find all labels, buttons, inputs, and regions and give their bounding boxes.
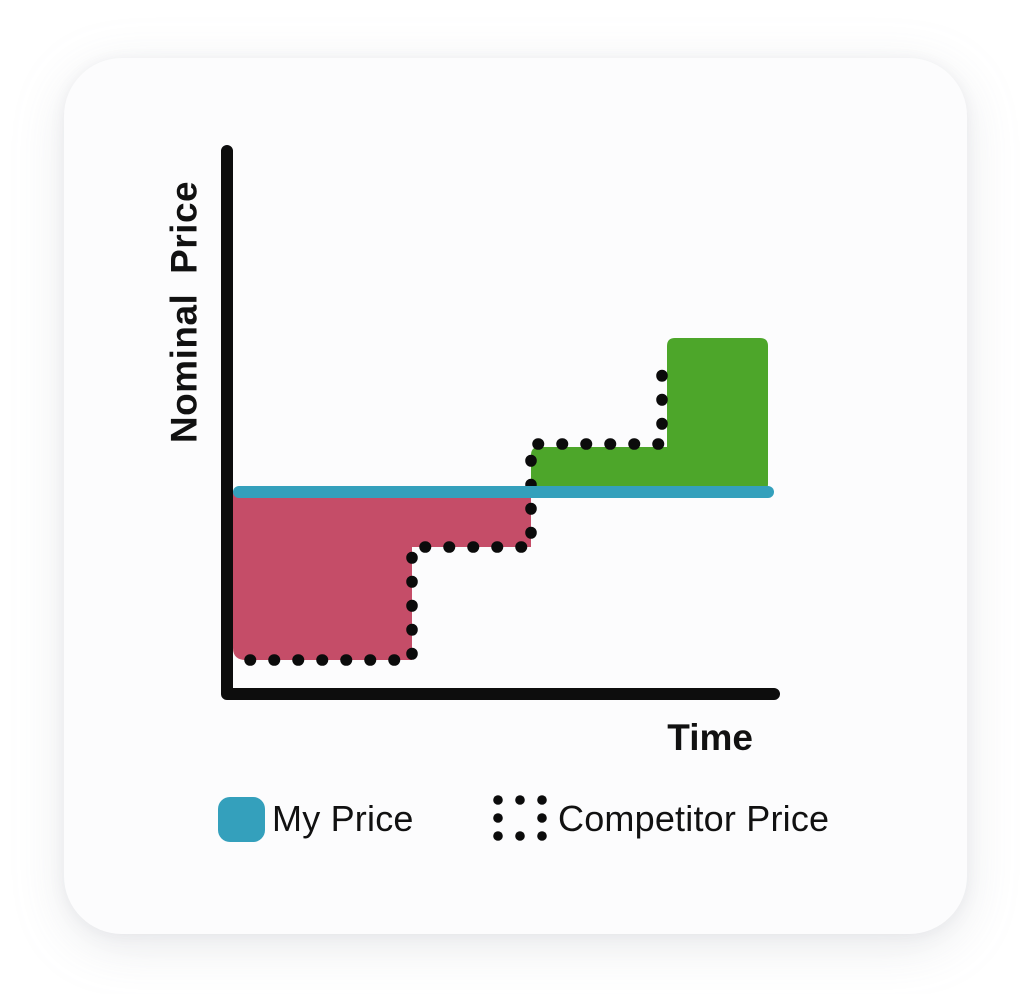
legend-dot (537, 795, 547, 805)
loss-region (233, 492, 531, 660)
competitor-price-icon (493, 795, 547, 841)
my-price-legend-label: My Price (272, 798, 414, 839)
legend-dot (493, 831, 503, 841)
legend-dot (493, 795, 503, 805)
x-axis-label: Time (667, 717, 753, 758)
legend-dot (537, 813, 547, 823)
legend-dot (537, 831, 547, 841)
my-price-swatch (218, 797, 265, 842)
legend-dot (515, 795, 525, 805)
legend-dot (515, 831, 525, 841)
legend: My Price Competitor Price (218, 795, 829, 842)
gain-region (531, 338, 768, 492)
legend-dot (493, 813, 503, 823)
y-axis-label: Nominal Price (164, 181, 205, 443)
competitor-price-line (244, 346, 668, 666)
competitor-price-legend-label: Competitor Price (558, 798, 829, 839)
axes (221, 145, 780, 700)
